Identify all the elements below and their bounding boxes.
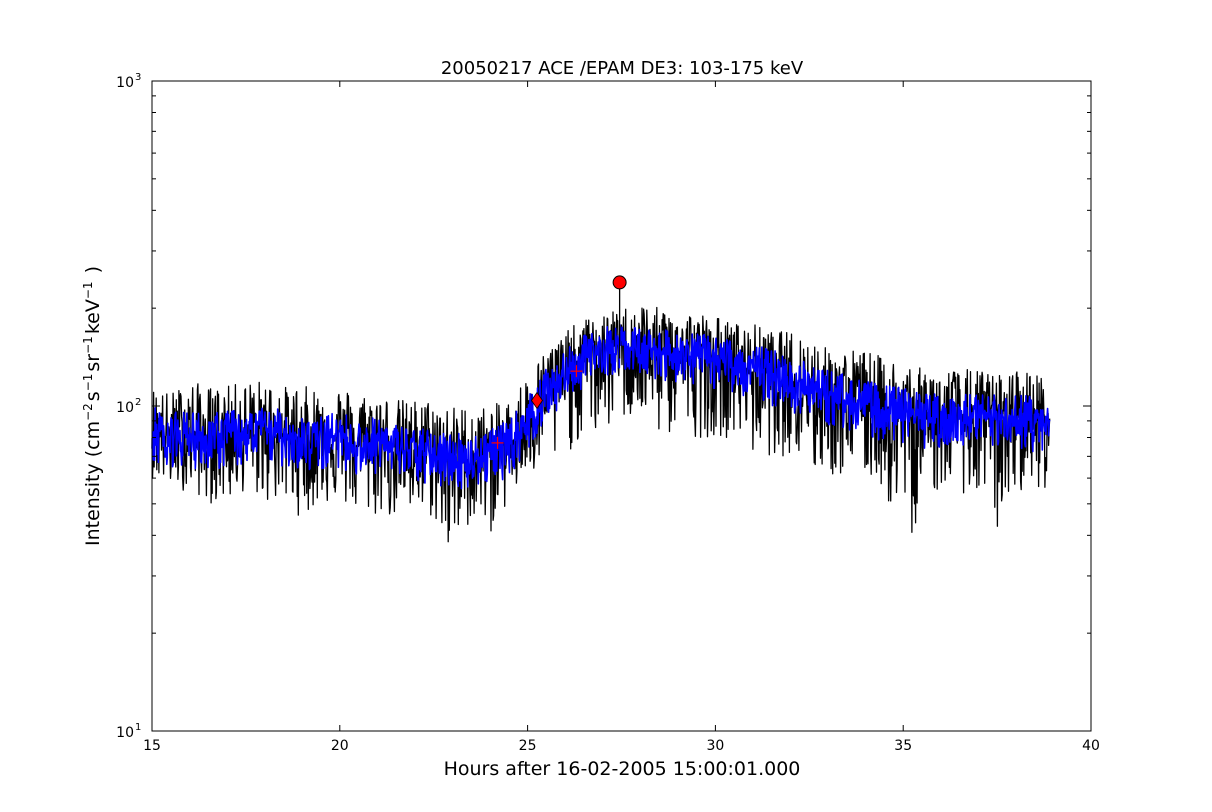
y-tick-label: 10 bbox=[116, 75, 134, 91]
marker-circle bbox=[612, 275, 627, 290]
marker-diamond bbox=[531, 391, 543, 410]
y-label-part: Intensity (cm bbox=[82, 421, 104, 546]
y-tick-exponent: 3 bbox=[135, 72, 141, 83]
x-tick-label: 15 bbox=[143, 738, 161, 754]
y-axis-label: Intensity (cm−2s−1sr−1keV−1 ) bbox=[81, 266, 104, 546]
y-label-part: ) bbox=[82, 266, 104, 279]
marker-layer bbox=[491, 275, 627, 449]
y-label-exponent: −1 bbox=[81, 374, 95, 392]
y-label-exponent: −2 bbox=[81, 403, 95, 421]
y-tick-label: 10 bbox=[116, 400, 134, 416]
series-smoothed bbox=[151, 323, 1051, 490]
y-label-part: s bbox=[82, 391, 104, 401]
x-axis: 15 20 25 30 35 40 bbox=[143, 81, 1100, 754]
y-label-part: keV bbox=[82, 299, 104, 334]
y-label-part: sr bbox=[82, 354, 104, 372]
y-label-exponent: −1 bbox=[81, 281, 95, 299]
y-label-exponent: −1 bbox=[81, 336, 95, 354]
x-tick-label: 20 bbox=[331, 738, 349, 754]
y-tick-label: 10 bbox=[116, 725, 134, 741]
x-tick-label: 40 bbox=[1082, 738, 1100, 754]
x-tick-label: 30 bbox=[706, 738, 724, 754]
marker-plus bbox=[570, 365, 583, 378]
plot-data bbox=[151, 306, 1051, 543]
y-tick-exponent: 1 bbox=[135, 722, 141, 733]
x-tick-label: 25 bbox=[519, 738, 537, 754]
x-axis-label: Hours after 16-02-2005 15:00:01.000 bbox=[444, 758, 801, 780]
marker-plus bbox=[491, 436, 504, 449]
series-line-smoothed bbox=[151, 323, 1051, 490]
chart-title: 20050217 ACE /EPAM DE3: 103-175 keV bbox=[441, 58, 804, 79]
x-tick-label: 35 bbox=[894, 738, 912, 754]
y-tick-exponent: 2 bbox=[135, 397, 141, 408]
